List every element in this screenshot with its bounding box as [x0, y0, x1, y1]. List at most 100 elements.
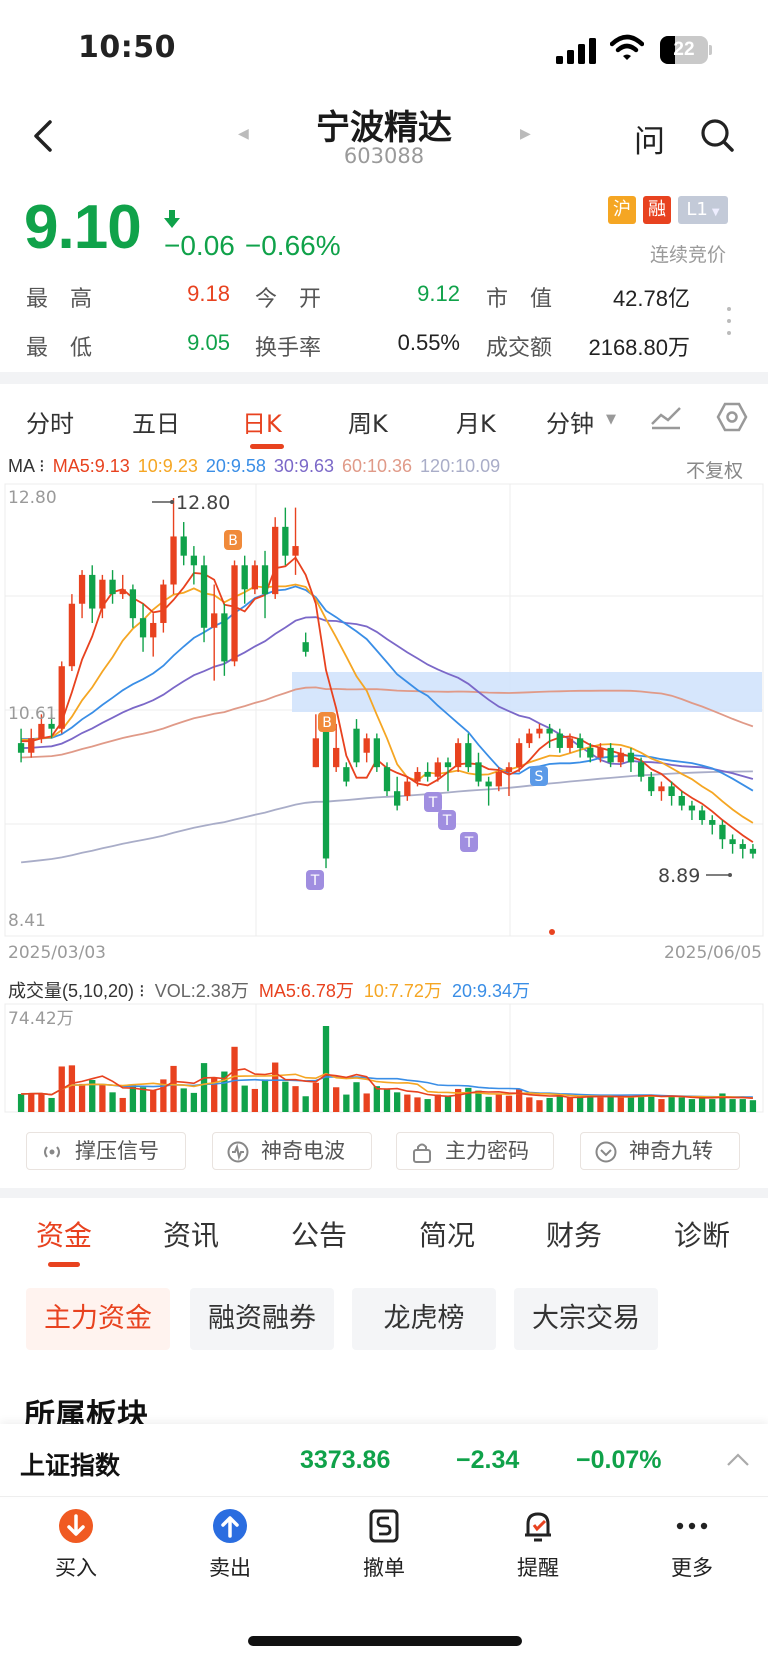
cancel-order-button[interactable]: 撤单: [334, 1508, 434, 1582]
vol-ma20: 20:9.34万: [451, 981, 531, 1001]
vol-ma5: MA5:6.78万: [258, 981, 354, 1001]
volume-bar: [698, 1097, 706, 1112]
tab-profile[interactable]: 简况: [419, 1219, 476, 1252]
candle-body: [515, 743, 523, 768]
candle-body: [668, 786, 675, 796]
candle-body: [48, 723, 55, 729]
candle-body: [648, 776, 655, 792]
candle-body: [627, 752, 635, 763]
volume-bar: [739, 1099, 746, 1112]
more-horizontal-icon: [676, 1522, 708, 1530]
tab-monthly-k[interactable]: 月K: [456, 410, 496, 438]
buy-button[interactable]: 买入: [26, 1508, 126, 1582]
change-percent: −0.66%: [244, 230, 341, 261]
tab-daily-k[interactable]: 日K: [242, 410, 282, 438]
y-top-label: 12.80: [8, 488, 57, 508]
volume-bar: [170, 1065, 177, 1112]
volume-bar: [211, 1077, 218, 1112]
svg-text:T: T: [428, 795, 438, 811]
chip-margin[interactable]: 融资融券: [190, 1288, 334, 1350]
stock-code: 603088: [343, 144, 425, 168]
more-button[interactable]: 更多: [642, 1508, 742, 1582]
level-selector[interactable]: L1 ▼: [678, 196, 728, 224]
volume-bar: [658, 1099, 665, 1112]
candle-body: [607, 747, 614, 763]
magic-nine-label: 神奇九转: [629, 1139, 713, 1163]
indicator-icon[interactable]: [650, 404, 682, 430]
buy-label: 买入: [55, 1556, 97, 1580]
volume-bar: [597, 1097, 604, 1112]
sell-button[interactable]: 卖出: [180, 1508, 280, 1582]
kline-chart[interactable]: 12.80 10.61 8.41 2025/03/03 2025/06/05 1…: [0, 480, 768, 960]
volume-bar: [485, 1096, 492, 1112]
tab-weekly-k[interactable]: 周K: [348, 410, 388, 438]
index-ticker-bar[interactable]: [0, 1424, 768, 1496]
candle-body: [78, 574, 86, 604]
buy-marker: B: [224, 530, 242, 550]
alert-button[interactable]: 提醒: [488, 1508, 588, 1582]
volume-chart[interactable]: 74.42万: [0, 1000, 768, 1116]
settings-hexagon-icon[interactable]: [716, 402, 748, 432]
support-resistance-button[interactable]: 撑压信号: [26, 1132, 186, 1170]
ma20-value: 20:9.58: [205, 456, 266, 476]
candle-body: [251, 565, 259, 590]
candle-body: [658, 786, 665, 792]
chip-main-funds[interactable]: 主力资金: [26, 1288, 170, 1350]
tab-five-day[interactable]: 五日: [132, 410, 180, 438]
candle-body: [383, 767, 391, 792]
volume-bar: [353, 1082, 360, 1112]
search-icon[interactable]: [700, 118, 734, 152]
volume-bar: [444, 1095, 452, 1112]
low-label: 最 低: [26, 336, 93, 361]
tab-news[interactable]: 资讯: [163, 1219, 220, 1252]
volume-bar: [414, 1097, 421, 1112]
candle-body: [241, 565, 248, 590]
tab-intraday[interactable]: 分时: [26, 410, 74, 438]
mktcap-value: 42.78亿: [612, 286, 690, 311]
candle-body: [424, 771, 431, 777]
magic-wave-button[interactable]: 神奇电波: [212, 1132, 372, 1170]
tab-minute[interactable]: 分钟: [546, 410, 594, 438]
candle-body: [211, 613, 218, 628]
candle-body: [261, 565, 269, 595]
price-change: −0.06 −0.66%: [164, 230, 351, 262]
dropdown-caret-icon[interactable]: ▼: [606, 412, 616, 427]
tab-funds[interactable]: 资金: [36, 1219, 93, 1252]
candle-body: [404, 781, 411, 796]
chevron-up-icon[interactable]: [726, 1452, 750, 1468]
volume-ma-lines: [21, 1068, 753, 1099]
next-stock-arrow-icon[interactable]: ▶: [520, 126, 531, 142]
cancel-order-label: 撤单: [363, 1556, 405, 1580]
candle-body: [536, 728, 543, 734]
prev-stock-arrow-icon[interactable]: ◀: [238, 126, 249, 142]
candle-body: [99, 579, 106, 609]
volume-bar: [68, 1065, 76, 1112]
tab-diagnosis[interactable]: 诊断: [674, 1219, 731, 1252]
ma-legend[interactable]: MA ⁝ MA5:9.13 10:9.23 20:9.58 30:9.63 60:10.3…: [8, 456, 508, 477]
volume-bar: [627, 1096, 635, 1112]
candle-body: [678, 795, 685, 806]
volume-bar: [190, 1092, 198, 1112]
svg-text:T: T: [464, 835, 474, 851]
chip-top-list[interactable]: 龙虎榜: [352, 1288, 496, 1350]
trade-state: 连续竞价: [650, 244, 727, 266]
volume-ma5-line: [21, 1068, 753, 1099]
tab-announcements[interactable]: 公告: [291, 1219, 348, 1252]
wave-icon: [227, 1141, 249, 1163]
volume-bar: [475, 1090, 482, 1112]
main-force-code-button[interactable]: 主力密码: [396, 1132, 554, 1170]
candle-body: [505, 767, 513, 772]
y-bottom-label: 8.41: [8, 911, 46, 931]
svg-text:B: B: [322, 715, 332, 731]
adjust-selector[interactable]: 不复权: [686, 460, 744, 482]
volume-legend[interactable]: 成交量(5,10,20) ⁝ VOL:2.38万 MA5:6.78万 10:7.72万…: [8, 977, 540, 1003]
candle-body: [28, 738, 35, 753]
volume-bar: [333, 1087, 340, 1112]
more-vertical-icon[interactable]: [726, 306, 732, 336]
magic-nine-button[interactable]: 神奇九转: [580, 1132, 740, 1170]
back-icon[interactable]: [30, 116, 56, 156]
ask-button[interactable]: 问: [634, 124, 665, 160]
section-divider: [0, 372, 768, 384]
chip-block-trade[interactable]: 大宗交易: [514, 1288, 658, 1350]
tab-finance[interactable]: 财务: [546, 1219, 603, 1252]
